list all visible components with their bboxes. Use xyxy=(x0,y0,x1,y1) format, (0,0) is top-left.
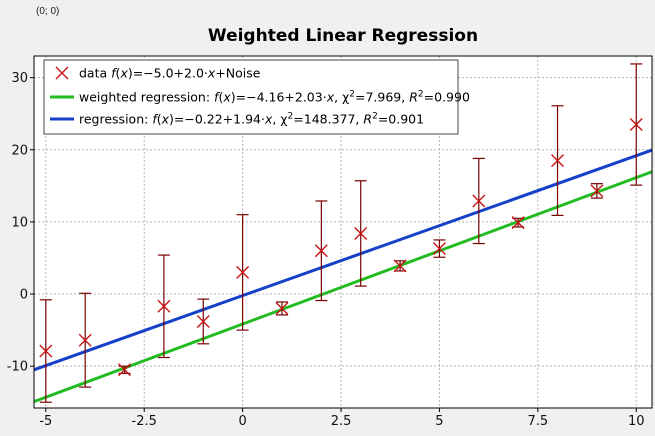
x-tick-label: 10 xyxy=(628,414,645,429)
data-point xyxy=(118,363,132,377)
x-tick-label: -5 xyxy=(39,414,52,429)
data-point xyxy=(590,184,604,198)
y-tick-label: 30 xyxy=(11,71,28,86)
x-tick-label: 5 xyxy=(435,414,443,429)
data-point xyxy=(196,314,210,328)
legend[interactable]: data f(x)=−5.0+2.0·x+Noise weighted regre… xyxy=(43,59,470,135)
y-tick-label: -10 xyxy=(7,360,28,375)
axis-ticks: -5 -2.5 0 2.5 5 7.5 10 -10 0 10 20 30 xyxy=(7,71,645,429)
data-point xyxy=(275,301,289,315)
legend-label-data: data f(x)=−5.0+2.0·x+Noise xyxy=(79,66,261,81)
data-point xyxy=(551,154,565,168)
y-tick-label: 0 xyxy=(20,288,28,303)
data-point xyxy=(78,333,92,347)
legend-label-weighted-regression: weighted regression: f(x)=−4.16+2.03·x, … xyxy=(79,90,470,105)
x-tick-label: -2.5 xyxy=(132,414,157,429)
y-tick-label: 20 xyxy=(11,143,28,158)
data-point xyxy=(157,299,171,313)
x-tick-label: 2.5 xyxy=(331,414,352,429)
x-tick-label: 0 xyxy=(238,414,246,429)
regression-lines xyxy=(33,148,653,404)
data-point xyxy=(511,216,525,230)
data-point xyxy=(432,242,446,256)
data-point xyxy=(236,265,250,279)
chart-title: Weighted Linear Regression xyxy=(208,26,478,46)
weighted-regression-line xyxy=(33,170,653,404)
legend-label-regression: regression: f(x)=−0.22+1.94·x, χ2=148.37… xyxy=(79,112,424,127)
coordinate-readout: (0; 0) xyxy=(36,6,60,17)
data-point xyxy=(393,259,407,273)
data-point xyxy=(354,226,368,240)
plot-frame xyxy=(33,55,653,409)
legend-box xyxy=(43,59,459,135)
regression-line xyxy=(33,148,653,372)
data-point xyxy=(314,244,328,258)
data-point xyxy=(39,344,53,358)
error-bars xyxy=(39,63,643,403)
y-tick-label: 10 xyxy=(11,215,28,230)
x-tick-label: 7.5 xyxy=(528,414,549,429)
data-point xyxy=(629,118,643,132)
data-points xyxy=(39,118,643,377)
data-point xyxy=(472,194,486,208)
